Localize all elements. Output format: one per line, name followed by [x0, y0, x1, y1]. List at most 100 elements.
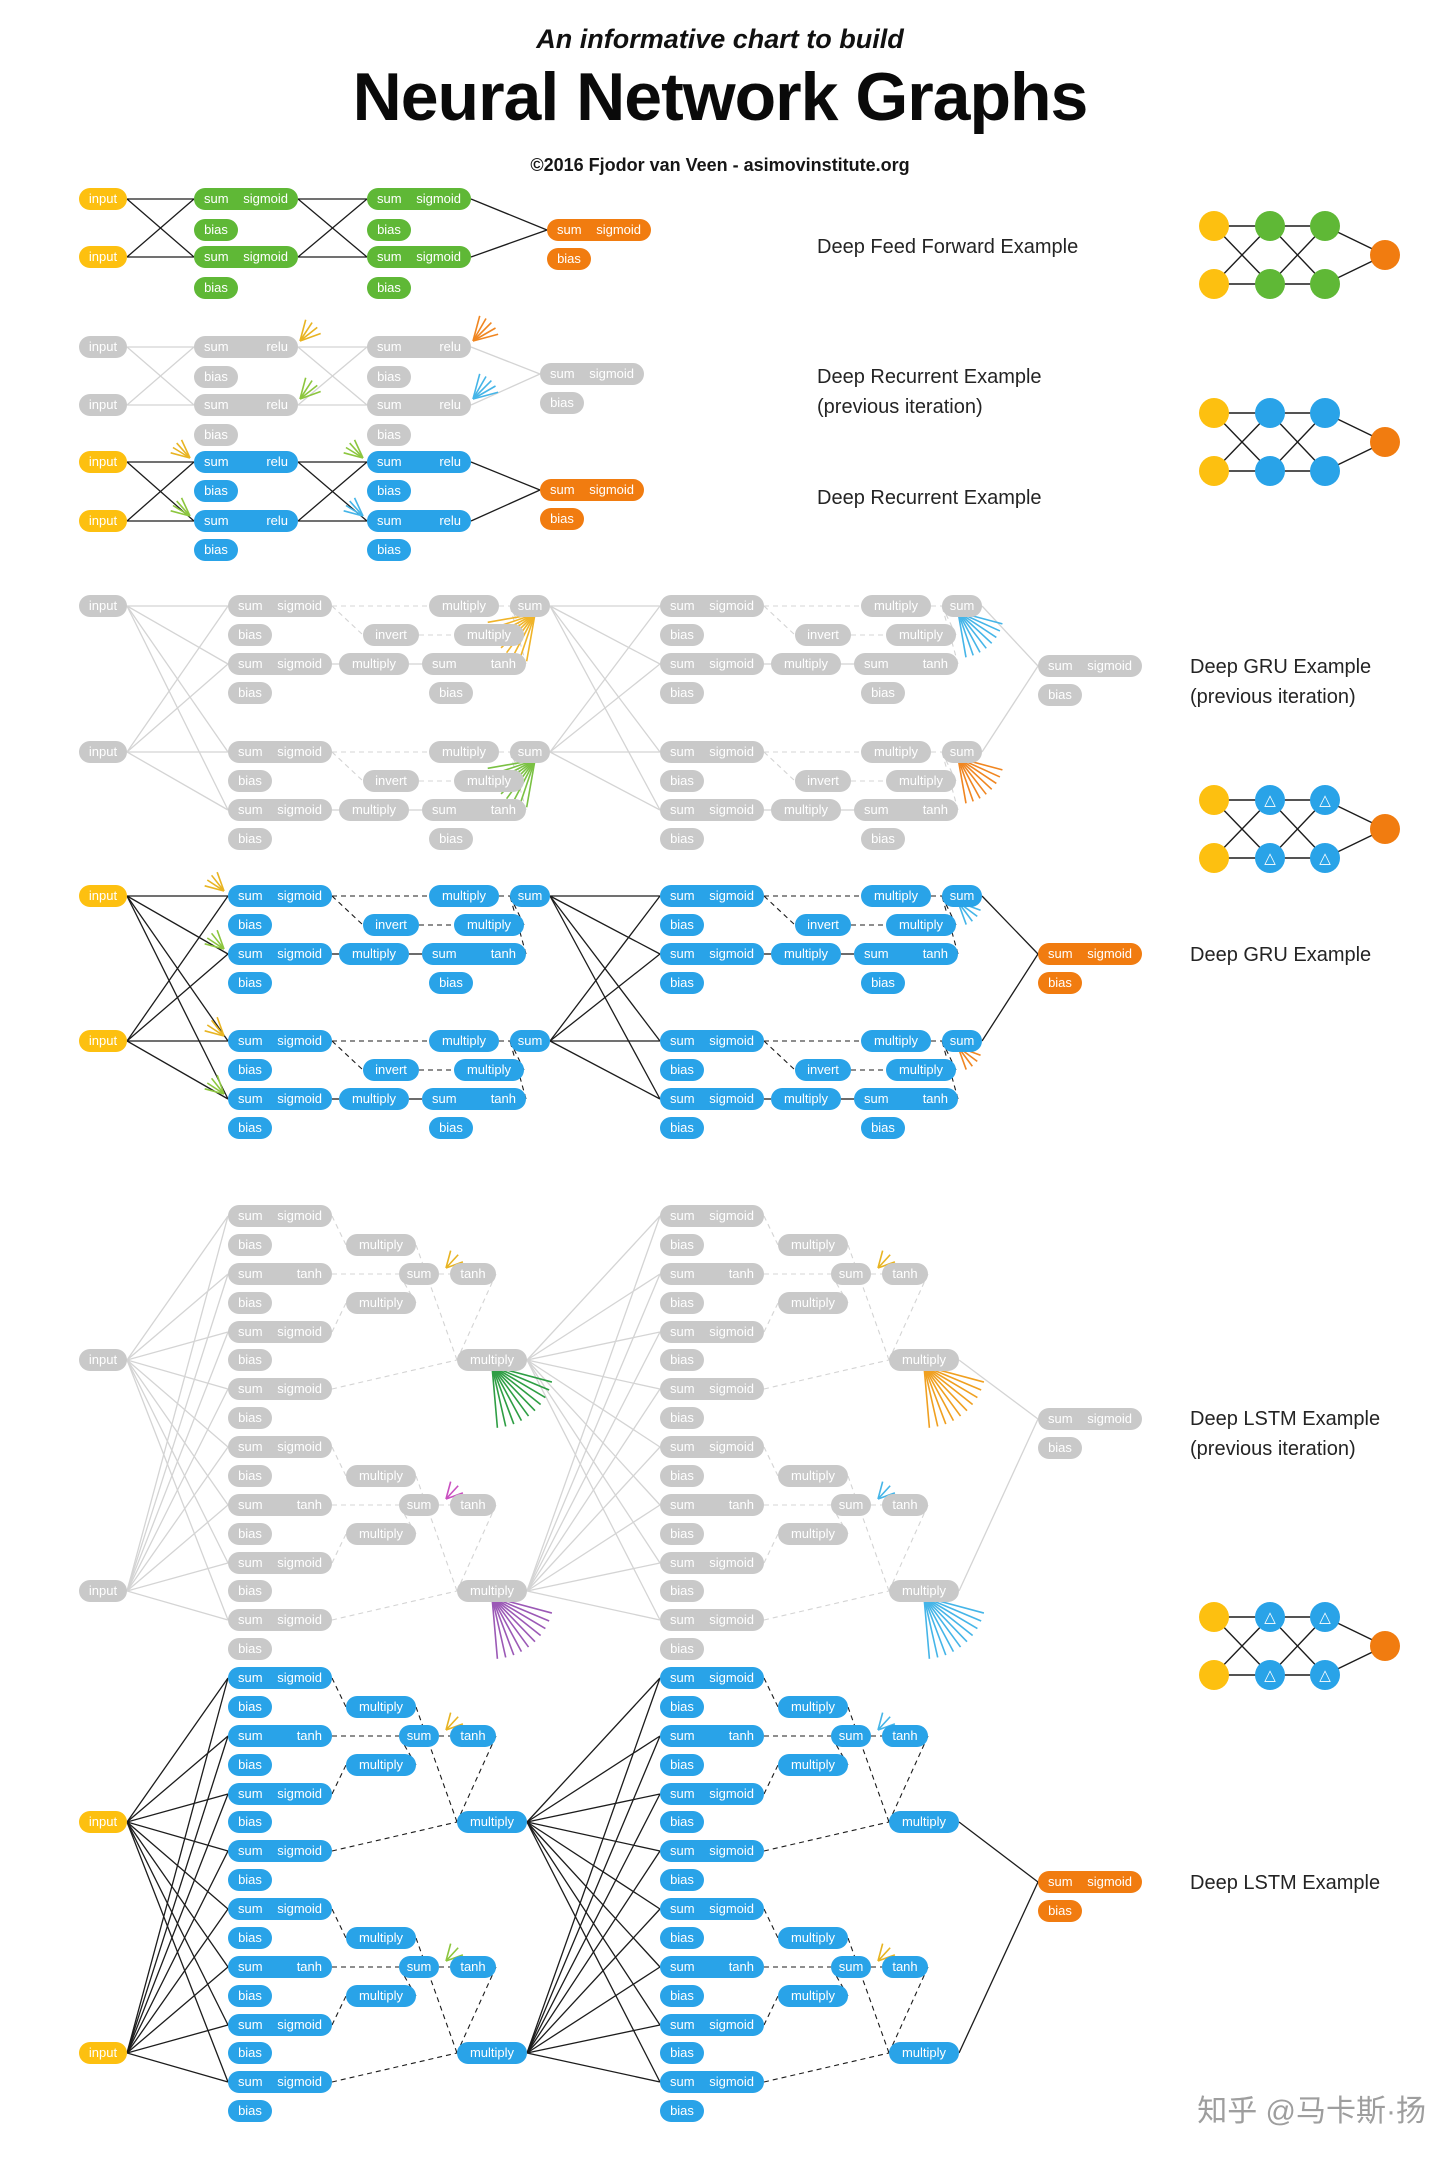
- node-invert: invert: [795, 914, 851, 936]
- node-multiply: multiply: [346, 1465, 416, 1487]
- node-sum-tanh: sum tanh: [660, 1956, 764, 1978]
- node-bias: bias: [228, 914, 272, 936]
- watermark: 知乎 @马卡斯·扬: [1197, 2095, 1426, 2128]
- node-bias: bias: [194, 366, 238, 388]
- node-sum: sum: [831, 1956, 871, 1978]
- node-bias: bias: [228, 770, 272, 792]
- node-multiply: multiply: [346, 1234, 416, 1256]
- node-sum: sum: [399, 1956, 439, 1978]
- node-sum-sigmoid: sum sigmoid: [1038, 1871, 1142, 1893]
- node-bias: bias: [228, 1117, 272, 1139]
- node-input: input: [79, 1030, 127, 1052]
- node-sum-sigmoid: sum sigmoid: [228, 1667, 332, 1689]
- node-input: input: [79, 510, 127, 532]
- node-multiply: multiply: [454, 770, 524, 792]
- node-sum-sigmoid: sum sigmoid: [660, 885, 764, 907]
- node-sum-sigmoid: sum sigmoid: [660, 1609, 764, 1631]
- node-bias: bias: [429, 1117, 473, 1139]
- node-bias: bias: [429, 682, 473, 704]
- node-multiply: multiply: [861, 741, 931, 763]
- node-sum-sigmoid: sum sigmoid: [660, 1378, 764, 1400]
- section-label: Deep GRU Example: [1190, 944, 1372, 966]
- node-sum-sigmoid: sum sigmoid: [367, 246, 471, 268]
- node-invert: invert: [795, 1059, 851, 1081]
- node-bias: bias: [367, 539, 411, 561]
- node-sum-sigmoid: sum sigmoid: [660, 1205, 764, 1227]
- node-sum: sum: [942, 885, 982, 907]
- node-multiply: multiply: [339, 799, 409, 821]
- node-bias: bias: [228, 1754, 272, 1776]
- node-sum-sigmoid: sum sigmoid: [660, 799, 764, 821]
- node-bias: bias: [1038, 684, 1082, 706]
- node-multiply: multiply: [861, 595, 931, 617]
- mini-neuron: [1310, 398, 1340, 428]
- node-sum-tanh: sum tanh: [854, 1088, 958, 1110]
- node-sum: sum: [510, 595, 550, 617]
- node-sum: sum: [942, 595, 982, 617]
- node-tanh: tanh: [450, 1725, 496, 1747]
- node-bias: bias: [660, 1638, 704, 1660]
- mini-neuron: [1370, 427, 1400, 457]
- section-label: Deep LSTM Example (previous iteration): [1190, 1408, 1381, 1460]
- mini-neuron: [1199, 1602, 1229, 1632]
- node-sum-sigmoid: sum sigmoid: [660, 1436, 764, 1458]
- node-sum-sigmoid: sum sigmoid: [228, 741, 332, 763]
- node-multiply: multiply: [778, 1292, 848, 1314]
- node-bias: bias: [228, 1811, 272, 1833]
- node-multiply: multiply: [861, 885, 931, 907]
- node-tanh: tanh: [450, 1494, 496, 1516]
- node-tanh: tanh: [882, 1494, 928, 1516]
- node-multiply: multiply: [778, 1465, 848, 1487]
- node-multiply: multiply: [429, 595, 499, 617]
- node-input: input: [79, 885, 127, 907]
- node-sum-relu: sum relu: [194, 451, 298, 473]
- node-sum-relu: sum relu: [367, 510, 471, 532]
- node-sum-sigmoid: sum sigmoid: [228, 2014, 332, 2036]
- node-input: input: [79, 1580, 127, 1602]
- node-multiply: multiply: [861, 1030, 931, 1052]
- node-sum-sigmoid: sum sigmoid: [660, 653, 764, 675]
- mini-neuron: [1255, 456, 1285, 486]
- node-bias: bias: [228, 1407, 272, 1429]
- node-multiply: multiply: [886, 770, 956, 792]
- node-input: input: [79, 595, 127, 617]
- node-tanh: tanh: [450, 1956, 496, 1978]
- node-sum: sum: [510, 1030, 550, 1052]
- node-sum-sigmoid: sum sigmoid: [547, 219, 651, 241]
- node-sum-sigmoid: sum sigmoid: [660, 1840, 764, 1862]
- node-bias: bias: [660, 1985, 704, 2007]
- node-bias: bias: [228, 1234, 272, 1256]
- node-sum-relu: sum relu: [194, 336, 298, 358]
- node-sum-sigmoid: sum sigmoid: [228, 2071, 332, 2093]
- node-invert: invert: [363, 914, 419, 936]
- node-sum-sigmoid: sum sigmoid: [228, 1088, 332, 1110]
- node-bias: bias: [540, 508, 584, 530]
- node-sum: sum: [831, 1494, 871, 1516]
- node-sum-sigmoid: sum sigmoid: [660, 1321, 764, 1343]
- node-bias: bias: [367, 366, 411, 388]
- node-sum-sigmoid: sum sigmoid: [228, 1609, 332, 1631]
- mini-neuron: [1199, 785, 1229, 815]
- node-bias: bias: [660, 770, 704, 792]
- node-input: input: [79, 394, 127, 416]
- mini-memory-cell: △: [1255, 843, 1285, 873]
- mini-neuron: [1255, 211, 1285, 241]
- mini-memory-cell: △: [1310, 843, 1340, 873]
- node-bias: bias: [861, 1117, 905, 1139]
- node-bias: bias: [660, 624, 704, 646]
- mini-neuron: [1199, 843, 1229, 873]
- node-bias: bias: [660, 1927, 704, 1949]
- node-sum-tanh: sum tanh: [660, 1494, 764, 1516]
- node-input: input: [79, 741, 127, 763]
- mini-neuron: [1255, 398, 1285, 428]
- node-sum-tanh: sum tanh: [854, 943, 958, 965]
- node-tanh: tanh: [882, 1263, 928, 1285]
- node-tanh: tanh: [882, 1956, 928, 1978]
- node-bias: bias: [228, 1638, 272, 1660]
- section-label: Deep Feed Forward Example: [817, 236, 1079, 258]
- node-sum-sigmoid: sum sigmoid: [540, 479, 644, 501]
- node-multiply: multiply: [778, 1985, 848, 2007]
- node-invert: invert: [363, 624, 419, 646]
- node-bias: bias: [228, 1465, 272, 1487]
